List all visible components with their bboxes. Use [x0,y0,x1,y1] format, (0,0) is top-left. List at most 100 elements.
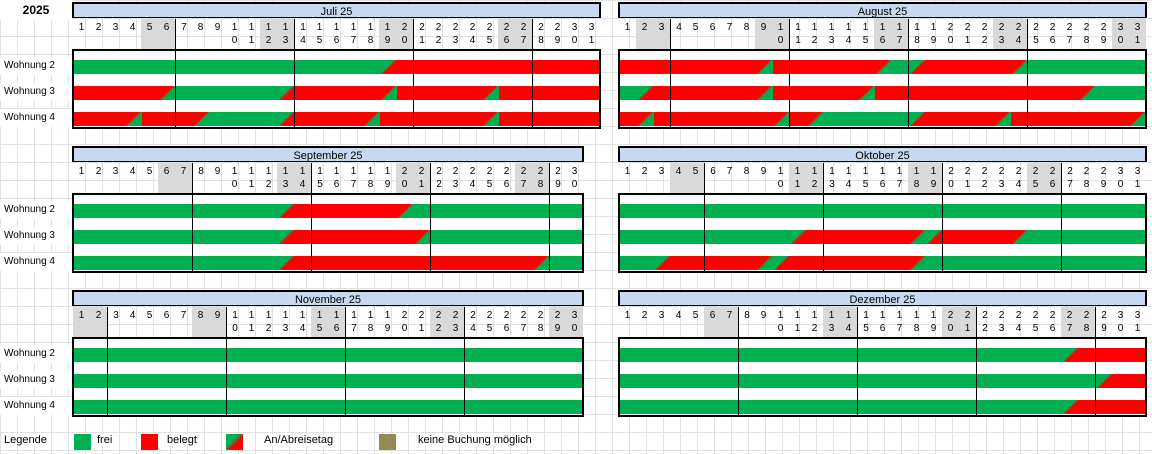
booking-bar-bf [1011,60,1028,74]
booking-bar-free [550,256,582,270]
month-title: Dezember 25 [618,290,1147,306]
booking-bar-booked [1011,112,1130,126]
week-separator [464,337,465,417]
day-cell: 5 [692,22,699,33]
booking-bar-fb [278,204,295,218]
booking-bar-fb [654,256,671,270]
booking-bar-free [210,112,278,126]
day-cell: 5 [141,19,158,49]
day-cell: 6 [158,163,175,193]
booking-bar-fb [909,60,926,74]
week-separator [549,193,550,273]
day-cell: 2 [95,166,102,177]
legend-label-blocked: keine Buchung möglich [416,434,534,446]
row-label-3: Wohnung 3 [0,371,72,389]
month-title: Oktober 25 [618,146,1147,162]
week-separator [857,337,858,417]
booking-bar-free [620,230,790,244]
week-separator [192,193,193,273]
week-separator [789,49,790,129]
booking-bar-free [620,400,1062,414]
booking-bar-free [620,348,1062,362]
day-cell: 8 [197,22,204,33]
booking-bar-booked [74,112,125,126]
booking-bar-booked [1113,374,1145,388]
booking-bar-bf [909,230,926,244]
day-cell: 3 [653,19,670,49]
booking-bar-fb [278,112,295,126]
booking-bar-booked [397,60,599,74]
day-cell: 3 [658,166,665,177]
day-cell: 1 [624,22,631,33]
day-cell: 5 [687,163,704,193]
day-cell: 6 [704,307,721,337]
week-separator [175,49,176,129]
booking-bar-fb [926,230,943,244]
week-separator [670,49,671,129]
booking-bar-booked [790,256,909,270]
booking-bar-bf [482,112,499,126]
day-cell: 4 [670,163,687,193]
day-cell: 8 [743,166,750,177]
booking-bar-booked [295,256,533,270]
booking-bar-free [176,86,278,100]
booking-bar-bf [756,86,773,100]
booking-bar-booked [943,230,1011,244]
day-cell: 4 [675,310,682,321]
booking-bar-booked [295,112,363,126]
day-cell: 3 [112,22,119,33]
booking-bar-fb [773,256,790,270]
booking-bar-booked [875,86,1079,100]
booking-bar-free [824,112,909,126]
week-separator [532,49,533,129]
booking-bar-free [74,374,582,388]
booking-bar-booked [773,86,858,100]
booking-bar-booked [654,112,773,126]
booking-bar-bf [482,86,499,100]
booking-bar-booked [807,230,909,244]
week-separator [1095,337,1096,417]
booking-bar-booked [397,86,482,100]
week-separator [1061,193,1062,273]
week-separator [294,49,295,129]
year-label: 2025 [0,0,72,20]
booking-bar-bf [193,112,210,126]
day-cell: 7 [175,19,192,49]
